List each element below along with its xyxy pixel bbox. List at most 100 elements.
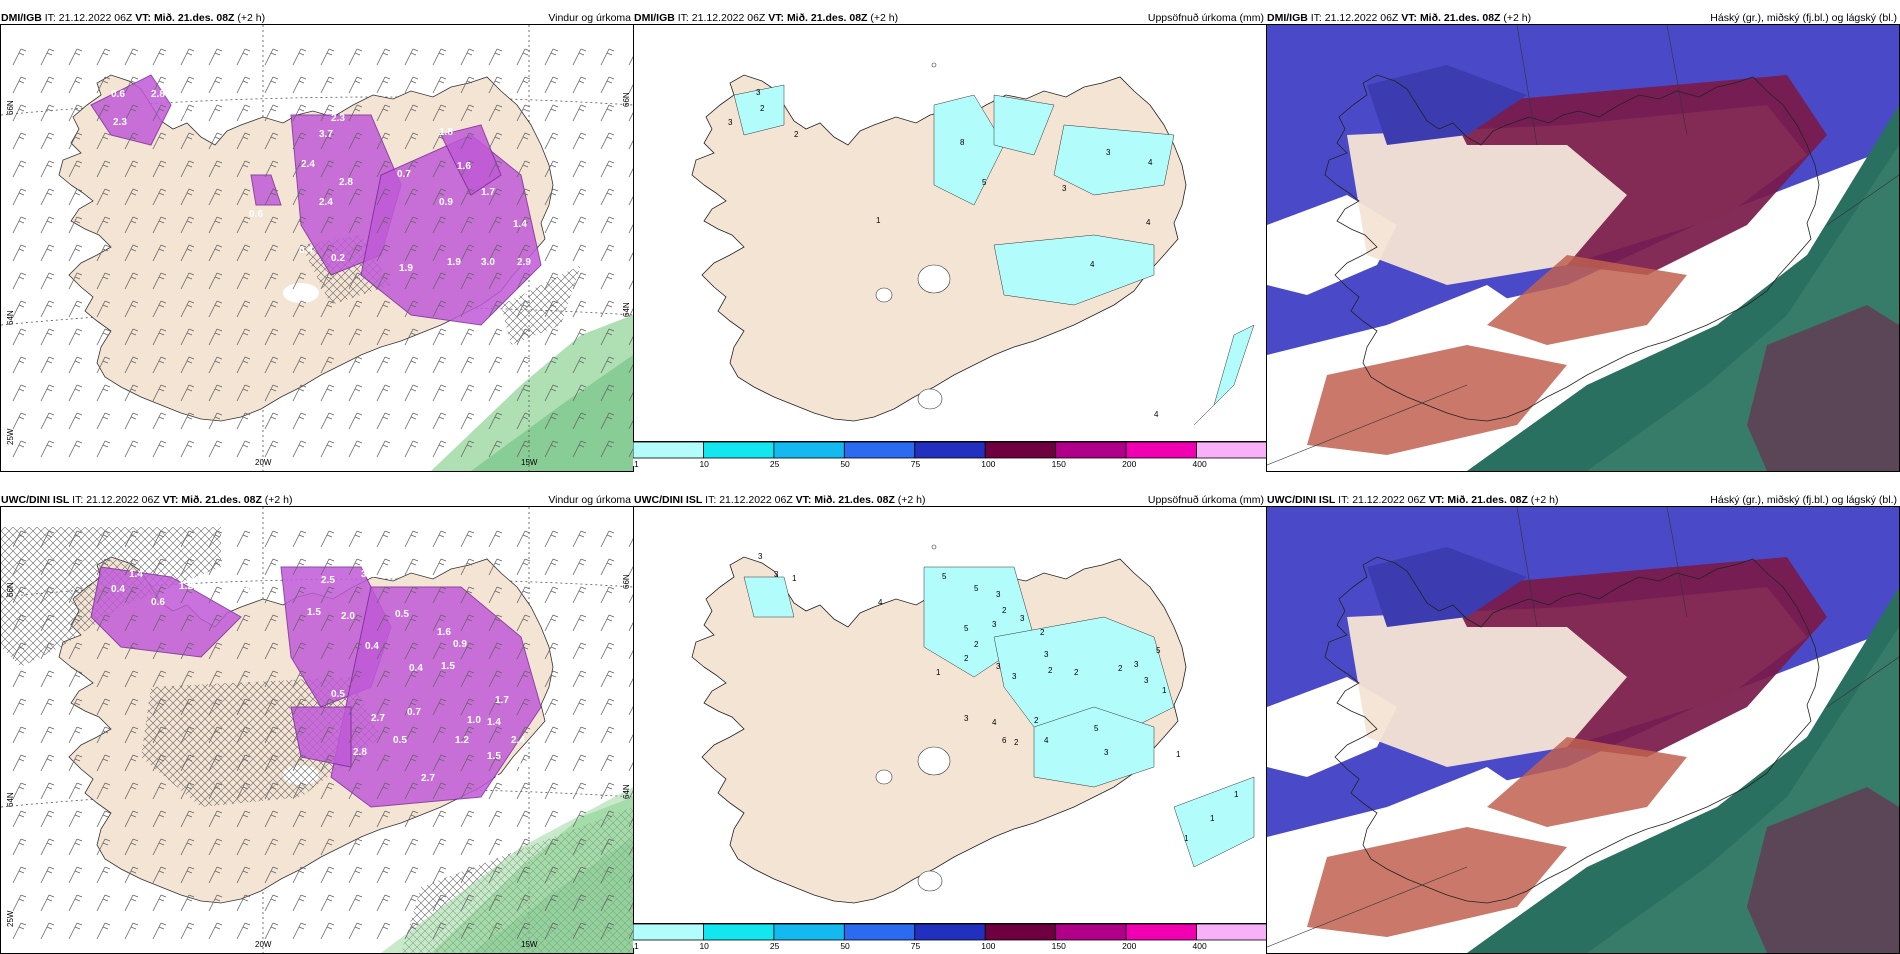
precip-value-label: 2.8 [151,89,165,100]
map-frame[interactable]: 1.4 0.4 0.6 1.2 1.8 1.5 2.5 3.1 2.0 0.4 0.5 1.6 0.9 1… [0,506,634,954]
colorbar: 1 10 25 50 75 100 150 200 400 [633,441,1267,469]
model-name: UWC/DINI ISL [1267,494,1336,506]
valid-time: Mið. 21.des. 08Z [1419,12,1501,24]
accum-value-label: 5 [942,572,947,581]
grid-label: 15W [521,458,538,467]
high-cloud-area [1447,75,1827,275]
precip-value-label: 2.0 [341,611,355,622]
accum-value-label: 1 [876,216,881,225]
panel-header: UWC/DINI ISL IT: 21.12.2022 06Z VT: Mið.… [0,490,634,506]
map-frame[interactable] [1266,24,1900,472]
map-frame[interactable]: 3 2 3 2 1 8 5 3 3 4 4 4 4 [633,24,1267,442]
colorbar-label: 150 [1052,941,1066,951]
model-name: DMI/IGB [1267,12,1308,24]
panel-title: Vindur og úrkoma [548,12,631,24]
init-time: 21.12.2022 06Z [58,12,133,24]
precip-value-label: 1.4 [513,219,527,230]
colorbar-swatch [1196,923,1267,941]
precip-value-label: 0.4 [111,584,125,595]
grid-label: 20W [255,940,272,949]
colorbar-label: 50 [840,459,850,469]
colorbar-swatch [914,441,986,459]
init-time: 21.12.2022 06Z [691,12,766,24]
colorbar-swatch [1125,441,1197,459]
precip-area [90,74,172,146]
accum-value-label: 3 [1104,748,1109,757]
accum-value-label: 3 [756,88,761,97]
colorbar-label: 75 [911,459,921,469]
vt-label: VT: [1401,12,1418,24]
precip-value-label: 0.9 [439,197,453,208]
it-label: IT: [1310,12,1322,24]
colorbar-swatch [914,923,986,941]
colorbar-svg: 1 10 25 50 75 100 150 200 400 [633,441,1267,469]
grid-label: 66N [622,574,631,589]
vt-label: VT: [135,12,152,24]
precip-value-label: 0.7 [397,169,411,180]
grid-label: 66N [6,582,15,597]
accum-precip-area [933,94,1005,206]
accum-value-label: 4 [1154,410,1159,419]
accum-value-label: 3 [728,118,733,127]
precip-value-label: 0.4 [299,245,313,256]
accum-precip-area [743,576,795,618]
accum-value-label: 3 [758,552,763,561]
accum-value-label: 3 [996,662,1001,671]
precip-value-label: 0.7 [407,707,421,718]
precip-value-label: 0.9 [453,639,467,650]
colorbar-label: 200 [1122,459,1136,469]
precip-area [250,174,282,206]
accum-value-label: 2 [760,104,765,113]
accum-value-label: 4 [1148,158,1153,167]
colorbar-swatch [843,441,916,459]
accum-value-label: 3 [1134,660,1139,669]
precip-value-label: 0.4 [171,107,185,118]
precip-value-label: 0.3 [549,799,563,810]
accum-value-label: 2 [964,654,969,663]
accum-precip-area [733,84,785,136]
valid-time: Mið. 21.des. 08Z [786,12,868,24]
colorbar-swatch [1055,441,1127,459]
accum-value-label: 5 [982,178,987,187]
high-cloud-area [1447,557,1827,757]
model-name: DMI/IGB [634,12,675,24]
colorbar-swatch [633,923,704,941]
accum-value-label: 3 [964,714,969,723]
precip-value-label: 1.5 [307,607,321,618]
grid-label: 20W [255,458,272,467]
map-frame[interactable] [1266,506,1900,954]
map-frame[interactable]: 2.8 2.3 3.7 2.4 2.8 2.4 1.8 1.6 0.7 0.9 1.7 1.4 0.6 0… [0,24,634,472]
it-label: IT: [72,494,84,506]
precip-value-label: 1.4 [129,569,143,580]
colorbar-label: 10 [699,459,709,469]
precip-value-label: 3.7 [319,129,333,140]
precip-value-label: 1.5 [441,661,455,672]
colorbar-label: 75 [911,941,921,951]
precip-value-label: 2.4 [319,197,333,208]
colorbar-swatch [773,923,845,941]
accum-value-label: 3 [996,590,1001,599]
colorbar-label: 50 [840,941,850,951]
accum-precip-area [993,616,1175,738]
accum-value-label: 1 [936,668,941,677]
precip-value-label: 0.6 [151,597,165,608]
high-cloud-area [1487,737,1687,827]
init-time: 21.12.2022 06Z [86,494,160,506]
accum-value-label: 2 [1034,716,1039,725]
accum-precip-area [1053,124,1175,196]
accum-value-label: 3 [1106,148,1111,157]
colorbar-label: 10 [699,941,709,951]
colorbar-swatch [1125,923,1197,941]
it-label: IT: [44,12,56,24]
accum-value-label: 2 [1118,664,1123,673]
precip-value-label: 2.8 [339,177,353,188]
grid-label: 25W [6,910,15,927]
accum-value-label: 1 [1234,790,1239,799]
accum-value-label: 5 [964,624,969,633]
accum-value-label: 4 [992,718,997,727]
it-label: IT: [1338,494,1350,506]
accum-value-label: 2 [1002,606,1007,615]
precip-value-label: 1.9 [447,257,461,268]
colorbar-swatch [1196,441,1267,459]
